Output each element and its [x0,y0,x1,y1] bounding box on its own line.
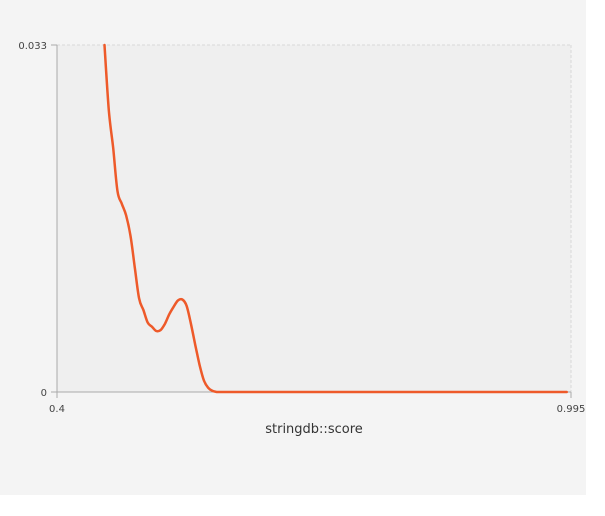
density-curve [103,43,568,394]
y-tick-label-max: 0.033 [18,41,47,52]
plot-area [57,45,571,392]
chart-panel: 0.033 0 0.4 0.995 stringdb::score [0,0,586,495]
x-tick-label-min: 0.4 [49,404,65,415]
y-tick-label-min: 0 [41,388,47,399]
x-axis-title: stringdb::score [265,422,363,437]
x-tick-label-max: 0.995 [557,404,586,415]
density-chart: 0.033 0 0.4 0.995 stringdb::score [18,41,586,437]
